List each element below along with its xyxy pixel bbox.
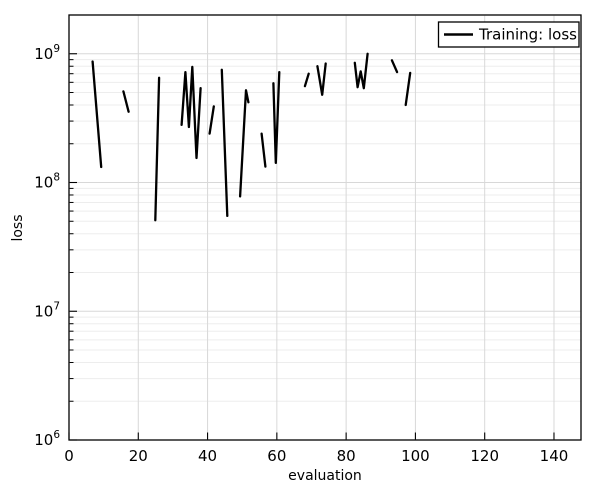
series-segment bbox=[91, 60, 103, 169]
plot-border bbox=[68, 14, 582, 441]
y-tick-label: 109 bbox=[34, 43, 60, 63]
series-segment bbox=[272, 70, 281, 165]
x-tick-label: 60 bbox=[267, 447, 286, 465]
x-tick-label: 140 bbox=[540, 447, 569, 465]
series-segment bbox=[220, 68, 229, 218]
y-tick-label: 108 bbox=[34, 172, 60, 192]
series-segment bbox=[122, 90, 130, 113]
y-axis-label: loss bbox=[10, 214, 26, 241]
series-segment bbox=[154, 76, 161, 222]
series-segment bbox=[238, 89, 250, 198]
x-tick-label: 120 bbox=[470, 447, 499, 465]
y-tick-label: 106 bbox=[34, 429, 60, 449]
series-segment bbox=[316, 62, 327, 96]
series-segment bbox=[180, 65, 202, 160]
series-training-loss bbox=[91, 52, 412, 222]
x-tick-label: 40 bbox=[198, 447, 217, 465]
y-tick-label: 107 bbox=[34, 300, 60, 320]
x-tick-label: 80 bbox=[337, 447, 356, 465]
series-segment bbox=[404, 71, 412, 107]
legend-label: Training: loss bbox=[478, 26, 577, 44]
x-tick-label: 100 bbox=[401, 447, 430, 465]
series-segment bbox=[303, 72, 310, 88]
legend: Training: loss bbox=[437, 21, 580, 48]
x-tick-label: 0 bbox=[64, 447, 74, 465]
plot-area: 0 20 40 60 80 100 120 140 106 107 108 109 Training: … bbox=[34, 14, 582, 465]
x-tick-label: 20 bbox=[129, 447, 148, 465]
series-segment bbox=[390, 59, 399, 74]
series-segment bbox=[260, 132, 267, 168]
x-axis-label: evaluation bbox=[288, 468, 362, 484]
series-segment bbox=[353, 52, 369, 90]
series-segment bbox=[208, 105, 215, 135]
